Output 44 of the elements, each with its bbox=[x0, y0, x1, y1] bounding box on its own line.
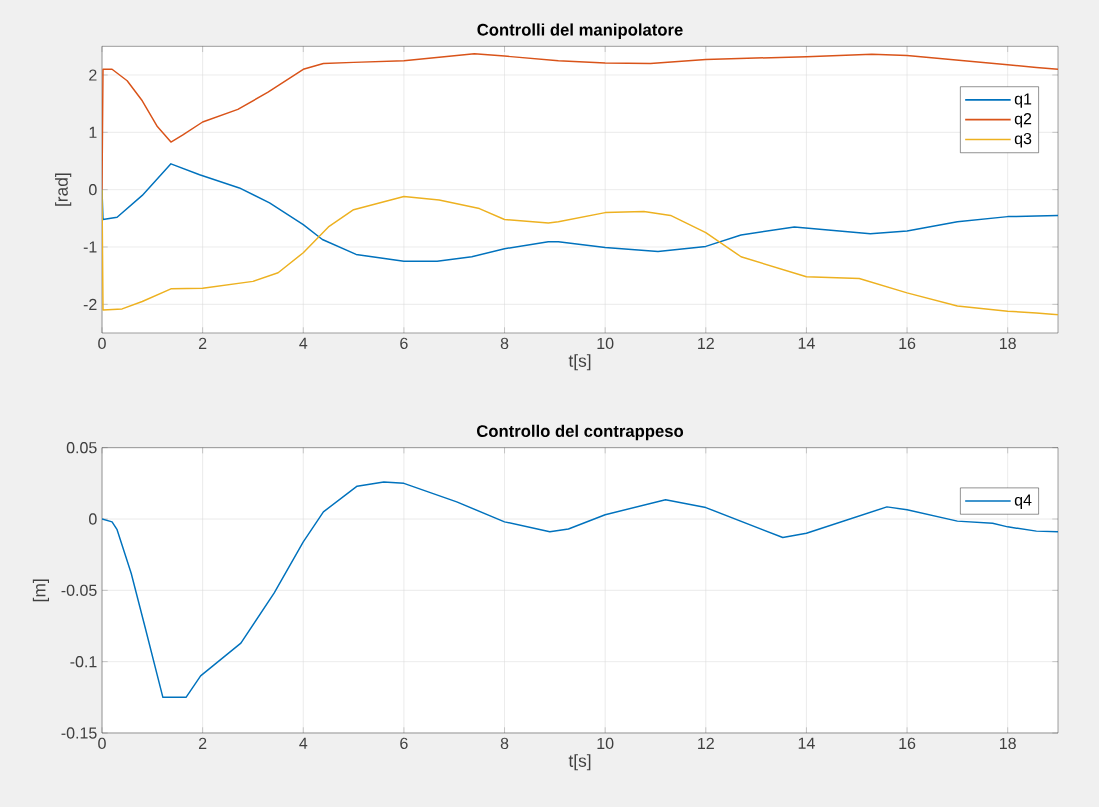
x-tick-label: 14 bbox=[798, 737, 815, 749]
legend-label: q1 bbox=[1014, 93, 1032, 108]
x-tick-label: 0 bbox=[98, 737, 106, 750]
x-tick-label: 8 bbox=[500, 337, 509, 350]
x-tick-label: 4 bbox=[299, 337, 308, 349]
x-tick-label: 16 bbox=[899, 737, 916, 750]
x-tick-label: 4 bbox=[299, 737, 308, 749]
y-tick-label: -0.1 bbox=[70, 656, 97, 668]
line-series bbox=[102, 481, 1059, 699]
x-tick-label: 6 bbox=[400, 337, 408, 350]
x-tick-label: 12 bbox=[698, 337, 714, 349]
y-tick-label: -0.15 bbox=[61, 727, 97, 739]
y-axis-title: [m] bbox=[32, 579, 49, 602]
x-axis-title: t[s] bbox=[568, 354, 591, 371]
x-tick-label: 2 bbox=[198, 337, 207, 349]
y-tick-label: -2 bbox=[83, 298, 97, 310]
legend-label: q2 bbox=[1014, 113, 1032, 128]
legend-label: q3 bbox=[1014, 132, 1032, 148]
x-tick-label: 18 bbox=[1000, 737, 1016, 750]
line-series bbox=[102, 163, 1059, 263]
y-tick-label: 0 bbox=[89, 513, 97, 525]
x-tick-label: 2 bbox=[198, 737, 207, 749]
legend-label: q4 bbox=[1014, 494, 1032, 509]
y-tick-label: -1 bbox=[83, 241, 97, 253]
chart-title: Controllo del contrappeso bbox=[476, 424, 684, 441]
y-axis-title: [rad] bbox=[55, 173, 72, 206]
x-tick-label: 8 bbox=[500, 737, 509, 750]
y-tick-label: 0 bbox=[89, 184, 97, 196]
line-series bbox=[102, 188, 1059, 316]
x-axis-title: t[s] bbox=[568, 754, 591, 771]
x-tick-label: 14 bbox=[798, 337, 815, 349]
y-tick-label: 2 bbox=[89, 69, 97, 81]
line-series bbox=[102, 53, 1059, 191]
y-tick-label: 0.05 bbox=[66, 442, 97, 454]
y-tick-label: 1 bbox=[89, 126, 97, 138]
x-tick-label: 12 bbox=[698, 737, 714, 749]
x-tick-label: 16 bbox=[899, 337, 916, 350]
x-tick-label: 10 bbox=[597, 737, 614, 750]
x-tick-label: 0 bbox=[98, 337, 106, 350]
x-tick-label: 10 bbox=[597, 337, 614, 350]
chart-title: Controlli del manipolatore bbox=[477, 23, 683, 39]
x-tick-label: 18 bbox=[1000, 337, 1016, 350]
x-tick-label: 6 bbox=[400, 737, 408, 750]
y-tick-label: -0.05 bbox=[61, 584, 97, 596]
